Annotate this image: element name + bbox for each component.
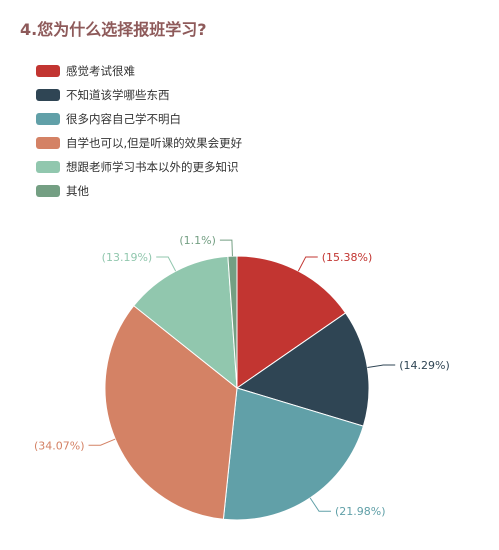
- slice-label-3: (21.98%): [335, 505, 386, 518]
- legend-item-3[interactable]: 很多内容自己学不明白: [36, 107, 242, 131]
- legend-swatch: [36, 161, 60, 173]
- leader-line-5: [156, 256, 177, 272]
- leader-line-6: [219, 239, 233, 257]
- pie-slice-6[interactable]: [227, 255, 238, 389]
- legend-label: 其他: [66, 184, 89, 198]
- legend-item-5[interactable]: 想跟老师学习书本以外的更多知识: [36, 155, 242, 179]
- pie-slice-5[interactable]: [133, 255, 238, 390]
- legend-swatch: [36, 137, 60, 149]
- slice-label-5: (13.19%): [102, 251, 153, 264]
- legend-label: 自学也可以,但是听课的效果会更好: [66, 136, 243, 150]
- legend-label: 很多内容自己学不明白: [66, 112, 181, 126]
- legend-swatch: [36, 113, 60, 125]
- legend-item-1[interactable]: 感觉考试很难: [36, 59, 242, 83]
- legend-label: 感觉考试很难: [66, 64, 135, 78]
- legend-swatch: [36, 65, 60, 77]
- legend-label: 不知道该学哪些东西: [66, 88, 170, 102]
- leader-line-4: [88, 438, 116, 446]
- legend-item-4[interactable]: 自学也可以,但是听课的效果会更好: [36, 131, 242, 155]
- legend: 感觉考试很难 不知道该学哪些东西 很多内容自己学不明白 自学也可以,但是听课的效…: [36, 59, 242, 203]
- legend-label: 想跟老师学习书本以外的更多知识: [66, 160, 239, 174]
- legend-swatch: [36, 89, 60, 101]
- slice-label-1: (15.38%): [322, 251, 373, 264]
- legend-swatch: [36, 185, 60, 197]
- slice-label-2: (14.29%): [399, 359, 450, 372]
- leader-line-2: [367, 364, 396, 369]
- legend-item-2[interactable]: 不知道该学哪些东西: [36, 83, 242, 107]
- chart-title: 4.您为什么选择报班学习?: [20, 20, 207, 39]
- leader-line-3: [309, 497, 331, 512]
- legend-item-6[interactable]: 其他: [36, 179, 242, 203]
- slice-label-4: (34.07%): [34, 439, 85, 452]
- slice-label-6: (1.1%): [179, 234, 216, 247]
- leader-line-1: [297, 256, 318, 272]
